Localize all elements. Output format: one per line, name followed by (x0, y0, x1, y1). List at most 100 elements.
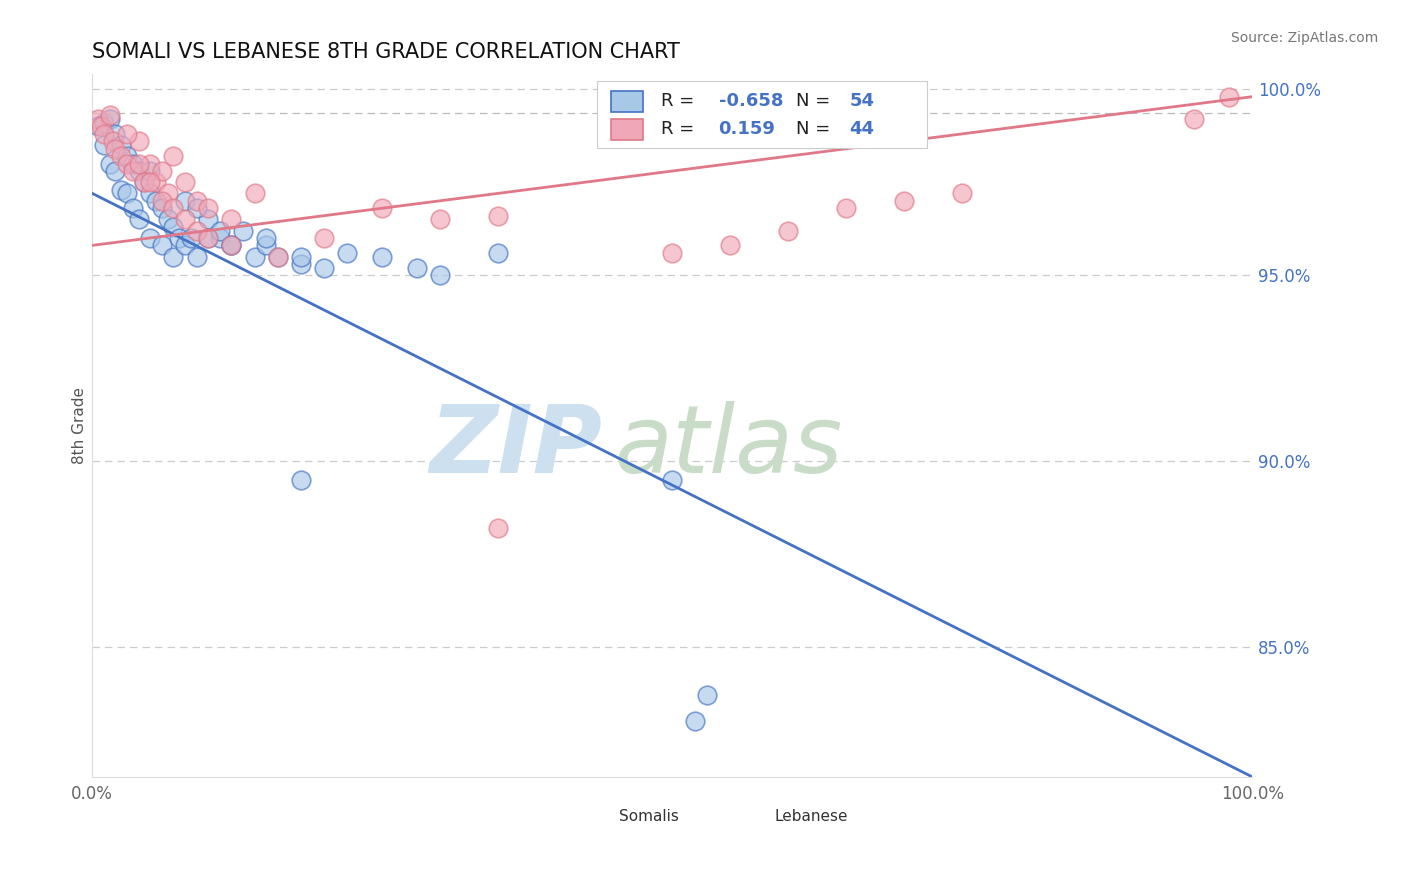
Point (180, 231, 202, 245)
Point (87, 120, 110, 134)
Text: N =: N = (796, 120, 837, 138)
Point (696, 688, 718, 702)
Point (243, 250, 266, 264)
Point (174, 194, 197, 208)
Point (290, 257, 312, 271)
Point (290, 473, 312, 487)
Point (93, 138, 115, 153)
Point (93, 116, 115, 130)
Point (221, 238, 243, 252)
Point (893, 194, 915, 208)
Point (314, 231, 336, 245)
Point (162, 149, 184, 163)
FancyBboxPatch shape (742, 805, 882, 828)
Point (101, 134, 124, 148)
Point (186, 201, 208, 215)
Point (139, 231, 162, 245)
Text: Source: ZipAtlas.com: Source: ZipAtlas.com (1230, 31, 1378, 45)
Point (661, 245, 683, 260)
Point (950, 186, 973, 201)
Point (167, 231, 190, 245)
Point (128, 164, 150, 178)
Text: 44: 44 (849, 120, 875, 138)
Point (835, 201, 858, 215)
Point (778, 223, 800, 237)
Point (104, 164, 127, 178)
Point (145, 175, 167, 189)
Point (139, 186, 162, 201)
Text: ZIP: ZIP (430, 401, 603, 492)
Point (197, 201, 219, 215)
Point (110, 138, 132, 153)
Text: -0.658: -0.658 (718, 92, 783, 110)
Point (134, 175, 156, 189)
Point (150, 194, 173, 208)
Point (221, 238, 243, 252)
Point (197, 231, 219, 245)
Point (186, 194, 208, 208)
Point (1182, 112, 1205, 126)
Text: N =: N = (796, 92, 837, 110)
Point (208, 223, 231, 237)
Point (150, 238, 173, 252)
Point (162, 201, 184, 215)
Point (661, 473, 683, 487)
Point (267, 250, 290, 264)
Point (406, 260, 429, 275)
Point (139, 175, 162, 189)
Point (98, 156, 121, 170)
Point (115, 127, 138, 141)
Point (115, 156, 138, 170)
FancyBboxPatch shape (596, 81, 928, 148)
Point (128, 212, 150, 227)
Point (162, 219, 184, 234)
Point (186, 223, 208, 237)
Text: Somalis: Somalis (619, 809, 679, 824)
Point (197, 212, 219, 227)
Point (98, 112, 121, 126)
Point (221, 212, 243, 227)
Point (197, 231, 219, 245)
Text: atlas: atlas (614, 401, 842, 492)
Point (156, 212, 179, 227)
Point (290, 250, 312, 264)
Point (139, 156, 162, 170)
Point (685, 714, 707, 728)
Point (90, 120, 112, 134)
Point (104, 127, 127, 141)
Point (232, 223, 254, 237)
Point (150, 201, 173, 215)
Point (128, 134, 150, 148)
Point (121, 164, 143, 178)
Point (162, 250, 184, 264)
FancyBboxPatch shape (610, 91, 643, 112)
Point (186, 250, 208, 264)
Point (139, 164, 162, 178)
Point (254, 238, 277, 252)
Point (121, 201, 143, 215)
Point (174, 238, 197, 252)
Text: Lebanese: Lebanese (775, 809, 848, 824)
Point (429, 268, 451, 282)
Point (314, 260, 336, 275)
Text: R =: R = (661, 92, 700, 110)
Point (115, 149, 138, 163)
Point (174, 175, 197, 189)
FancyBboxPatch shape (610, 120, 643, 140)
Point (336, 245, 359, 260)
Point (254, 231, 277, 245)
Point (208, 231, 231, 245)
Point (93, 127, 115, 141)
Point (134, 175, 156, 189)
Point (156, 186, 179, 201)
Point (87, 112, 110, 126)
Point (110, 183, 132, 197)
Point (174, 212, 197, 227)
Point (110, 149, 132, 163)
Text: SOMALI VS LEBANESE 8TH GRADE CORRELATION CHART: SOMALI VS LEBANESE 8TH GRADE CORRELATION… (93, 42, 681, 62)
Text: 0.159: 0.159 (718, 120, 776, 138)
Point (267, 250, 290, 264)
Point (243, 186, 266, 201)
Point (145, 194, 167, 208)
Point (221, 238, 243, 252)
